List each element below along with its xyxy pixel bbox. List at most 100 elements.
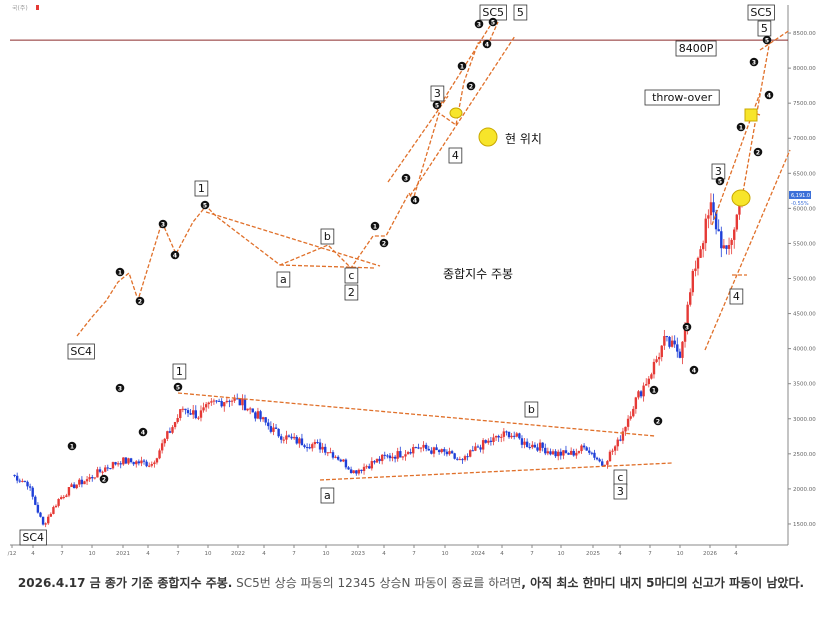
candle-body xyxy=(412,447,415,454)
candle-body xyxy=(735,214,739,230)
upper-label-4-box xyxy=(448,147,463,164)
y-tick-label: 4000.00 xyxy=(793,347,816,353)
candle-body xyxy=(160,443,164,451)
lower-label-a-box xyxy=(320,487,335,504)
candle-body xyxy=(282,439,286,441)
caption-bold-tail: , 아직 최소 한마디 내지 5마디의 신고가 파동이 남았다. xyxy=(521,576,805,590)
x-tick-label: 2022 xyxy=(231,551,245,557)
throw-over-marker xyxy=(744,108,758,122)
lower-wave-num-12: 3 xyxy=(752,59,756,66)
x-tick-label: 7 xyxy=(176,551,180,557)
candle-body xyxy=(484,440,487,443)
upper-label-a-box xyxy=(276,271,291,288)
candle-body xyxy=(393,456,397,459)
candle-body xyxy=(150,464,153,466)
candle-body xyxy=(538,442,542,451)
x-tick-label: 4 xyxy=(618,551,622,557)
candle-body xyxy=(712,202,715,213)
candle-body xyxy=(318,442,322,450)
candle-body xyxy=(655,359,658,362)
candle-body xyxy=(448,451,451,455)
candle-body xyxy=(704,218,707,244)
upper-wave-num-12: 3 xyxy=(477,21,481,28)
upper-wave-num-14: 5 xyxy=(491,19,495,26)
candle-body xyxy=(375,458,379,463)
upper-wave-num-10: 1 xyxy=(460,63,464,70)
upper-wave-num-7-dot xyxy=(401,173,411,183)
upper-wave-num-11-dot xyxy=(466,81,476,91)
lower-wave-num-9: 5 xyxy=(718,178,722,185)
upper-label-4: 4 xyxy=(452,149,459,162)
candle-body xyxy=(370,461,374,469)
chart-svg: 1500.00 2000.00 2500.00 3000.00 3500.00 4000.… xyxy=(8,4,816,557)
candle-body xyxy=(580,445,583,452)
top-left-label: 국(주) xyxy=(12,5,28,12)
candle-body xyxy=(18,480,21,482)
candle-body xyxy=(593,452,596,458)
candle-body xyxy=(572,450,575,456)
candle-body xyxy=(145,461,148,467)
lower-label-1-box xyxy=(172,363,187,380)
candle-body xyxy=(267,422,270,427)
candle-body xyxy=(582,445,586,448)
lower-label-b: b xyxy=(528,403,535,416)
lower-label-5: 5 xyxy=(761,22,768,35)
lower-channel-c xyxy=(759,29,791,51)
top-left-marker xyxy=(36,5,39,10)
candle-body xyxy=(65,495,68,497)
candle-body xyxy=(629,416,632,419)
candle-body xyxy=(554,451,557,457)
y-tick-label: 8500.00 xyxy=(793,31,816,37)
candle-body xyxy=(129,458,133,463)
candle-body xyxy=(168,431,172,433)
candle-body xyxy=(611,450,614,452)
candle-body xyxy=(326,452,330,454)
candle-body xyxy=(569,450,573,455)
candle-body xyxy=(13,474,16,476)
lower-position-marker xyxy=(731,189,751,207)
candle-body xyxy=(360,469,363,472)
candle-body xyxy=(461,459,464,461)
throw-over-label: throw-over xyxy=(652,91,712,104)
candle-body xyxy=(233,398,236,401)
lower-wave-num-5-dot xyxy=(649,385,659,395)
candle-body xyxy=(342,459,345,462)
y-tick-label: 3000.00 xyxy=(793,417,816,423)
candle-body xyxy=(458,459,462,461)
upper-label-1: 1 xyxy=(198,182,205,195)
candle-body xyxy=(533,444,537,448)
x-tick-label: 4 xyxy=(734,551,738,557)
candle-body xyxy=(88,477,91,480)
candle-body xyxy=(621,431,625,441)
upper-label-b-box xyxy=(320,228,335,245)
candle-body xyxy=(26,481,29,487)
candle-body xyxy=(34,496,37,505)
current-price-value: 6,191.0 xyxy=(791,193,810,199)
candle-body xyxy=(536,447,539,451)
candle-body xyxy=(280,436,283,440)
candle-body xyxy=(39,512,42,517)
lower-wave-num-4-dot xyxy=(173,382,183,392)
candle-body xyxy=(595,457,599,460)
x-tick-label: 10 xyxy=(677,551,684,557)
candle-body xyxy=(557,451,560,457)
candle-body xyxy=(500,436,503,438)
candle-body xyxy=(119,463,122,465)
lower-wave-num-8: 4 xyxy=(692,367,696,374)
current-position-circle xyxy=(478,127,498,147)
lower-wave-num-9-dot xyxy=(715,176,725,186)
lower-wave-num-11-dot xyxy=(753,147,763,157)
upper-label-1-box xyxy=(194,180,209,197)
candle-body xyxy=(124,457,128,464)
upper-wave-num-1: 2 xyxy=(138,298,142,305)
candle-body xyxy=(528,446,531,448)
candle-body xyxy=(44,523,47,525)
lower-label-sc5: SC5 xyxy=(750,6,772,19)
candle-body xyxy=(520,438,524,445)
candle-body xyxy=(445,451,449,455)
candle-body xyxy=(722,245,726,249)
candle-body xyxy=(404,454,407,457)
lower-label-3b: 3 xyxy=(715,165,722,178)
resistance-label: 8400P xyxy=(679,42,714,55)
upper-wave-num-2-dot xyxy=(158,219,168,229)
